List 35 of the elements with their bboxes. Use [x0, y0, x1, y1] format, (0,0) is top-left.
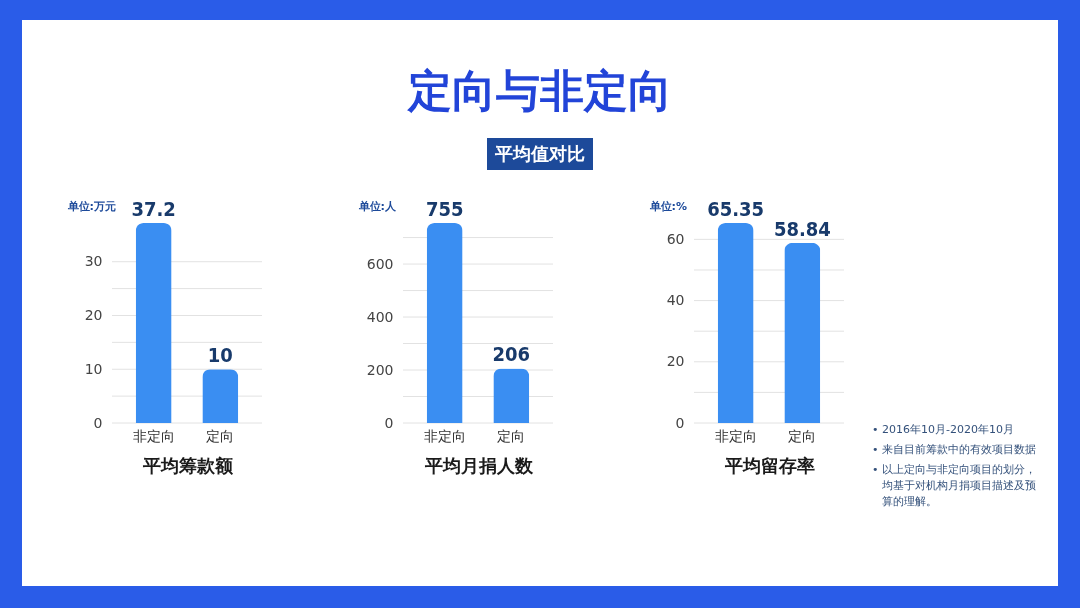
y-tick-label: 600: [366, 255, 394, 272]
y-tick-label: 30: [84, 253, 103, 270]
chart-title: 定向与非定向: [406, 64, 673, 118]
chart-subtitle: 平均值对比: [487, 138, 593, 170]
x-tick-label: 非定向: [714, 427, 757, 444]
x-axis-title: 平均留存率: [723, 454, 815, 476]
data-label: 206: [492, 342, 531, 367]
y-tick-label: 200: [366, 361, 394, 378]
y-tick-label: 60: [666, 230, 685, 247]
y-axis-title: 单位:%: [648, 199, 687, 213]
x-tick-label: 非定向: [423, 427, 466, 444]
y-tick-label: 0: [675, 414, 685, 431]
y-tick-label: 0: [93, 414, 103, 431]
y-tick-label: 20: [666, 353, 685, 370]
x-axis-title: 平均月捐人数: [423, 454, 534, 476]
y-tick-label: 400: [366, 308, 394, 325]
y-tick-label: 20: [84, 306, 103, 323]
y-tick-label: 0: [384, 414, 394, 431]
text: • 来自目前筹款中的有效项目数据: [872, 442, 1037, 458]
x-tick-label: 定向: [788, 427, 817, 444]
y-tick-label: 40: [666, 292, 685, 309]
data-label: 37.2: [131, 197, 176, 221]
data-label: 755: [425, 197, 464, 221]
text: • 以上定向与非定向项目的划分，均基于对机构月捐项目描述及预算的理解。: [872, 462, 1037, 510]
x-tick-label: 定向: [497, 427, 526, 444]
y-axis-title: 单位:人: [357, 199, 397, 213]
x-axis-title: 平均筹款额: [141, 454, 234, 476]
y-axis-title: 单位:万元: [66, 199, 116, 213]
data-label: 58.84: [773, 216, 831, 241]
x-tick-label: 非定向: [132, 427, 175, 444]
data-label: 10: [207, 343, 233, 368]
x-tick-label: 定向: [206, 427, 235, 444]
y-tick-label: 10: [84, 360, 103, 377]
data-label: 65.35: [707, 197, 765, 221]
text: • 2016年10月-2020年10月: [872, 422, 1015, 438]
